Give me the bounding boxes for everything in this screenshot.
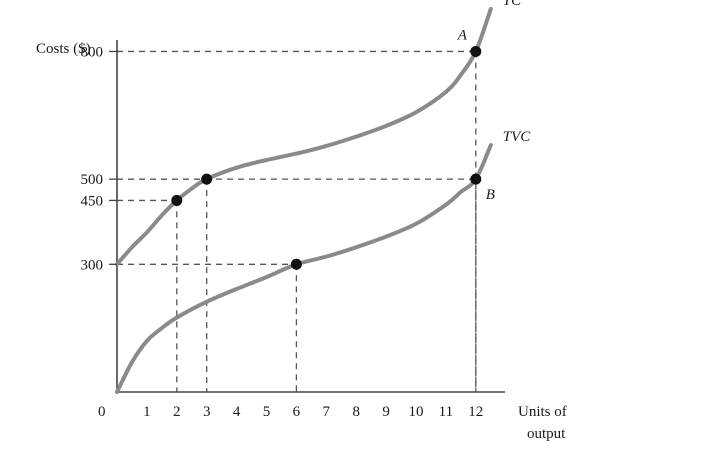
x-tick-label-9: 9: [382, 404, 390, 420]
point-label-a: [470, 45, 482, 57]
points: [171, 45, 482, 270]
y-tick-label-300: 300: [81, 257, 104, 273]
point-0: [171, 194, 183, 206]
tvc-curve: [115, 143, 493, 394]
tc-curve: [115, 6, 493, 267]
origin-label: 0: [98, 404, 106, 420]
x-tick-label-11: 11: [439, 404, 453, 420]
axes: [116, 40, 505, 393]
y-tick-label-450: 450: [81, 193, 104, 209]
x-tick-label-6: 6: [293, 404, 301, 420]
x-axis-title-line-2: output: [527, 426, 566, 442]
y-tick-label-800: 800: [81, 44, 104, 60]
tc-curve-label: TC: [503, 0, 522, 9]
x-tick-label-12: 12: [468, 404, 483, 420]
x-axis-title-line-1: Units of: [518, 404, 567, 420]
x-tick-label-3: 3: [203, 404, 211, 420]
point-2: [290, 258, 302, 270]
x-tick-label-10: 10: [409, 404, 424, 420]
x-tick-label-5: 5: [263, 404, 271, 420]
point-label-b: [470, 173, 482, 185]
x-tick-label-2: 2: [173, 404, 181, 420]
point-text-a: A: [457, 27, 468, 43]
tvc-curve-label: TVC: [503, 129, 532, 145]
y-axis-title: Costs ($): [36, 41, 91, 57]
point-1: [201, 173, 213, 185]
x-tick-label-7: 7: [323, 404, 331, 420]
x-tick-label-8: 8: [352, 404, 360, 420]
y-tick-label-500: 500: [81, 172, 104, 188]
x-tick-label-1: 1: [143, 404, 151, 420]
x-tick-label-4: 4: [233, 404, 241, 420]
point-text-b: B: [486, 187, 495, 203]
dashed-guides: [117, 50, 477, 392]
